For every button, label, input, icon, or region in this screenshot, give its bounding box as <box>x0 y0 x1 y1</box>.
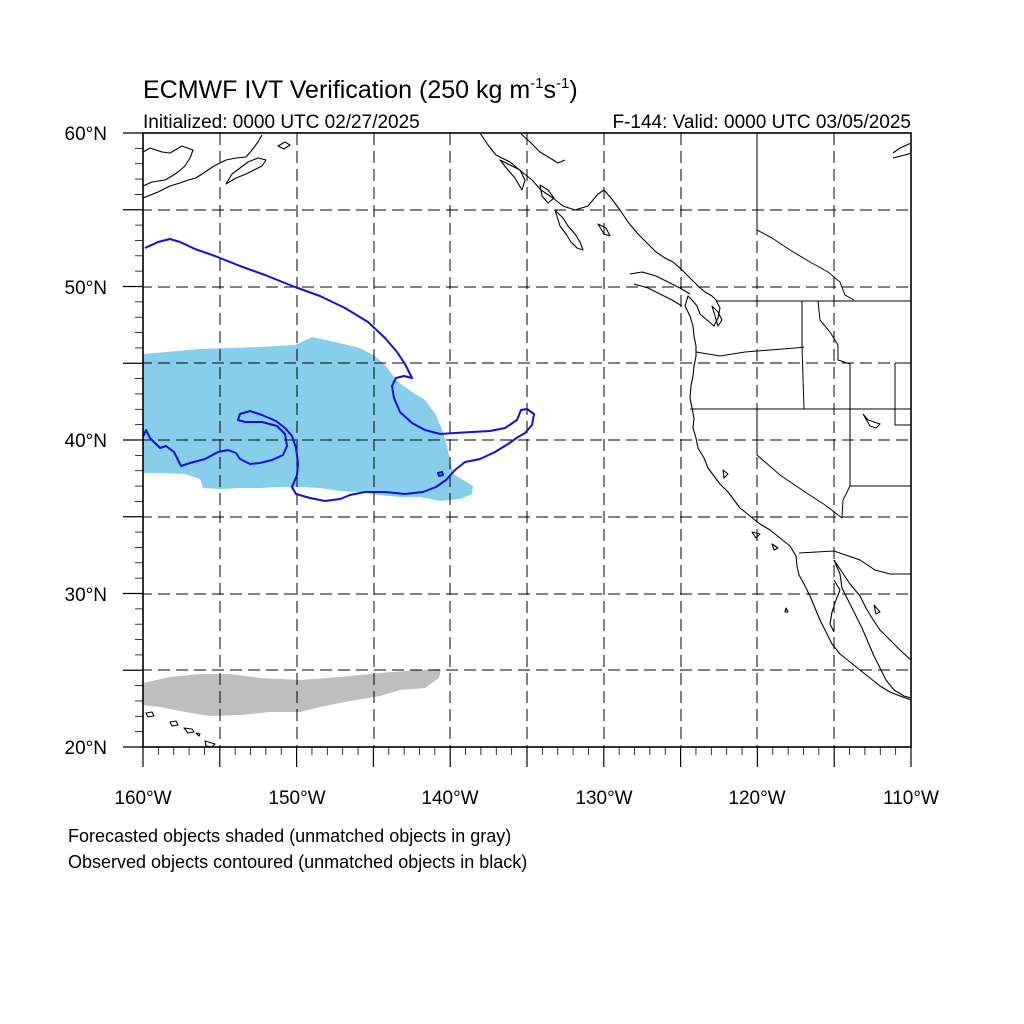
longitude-labels: 160°W 150°W 140°W 130°W 120°W 110°W <box>114 788 939 809</box>
lon-label-140w: 140°W <box>421 788 478 809</box>
observed-object-contour <box>143 238 535 502</box>
lat-label-30: 30°N <box>65 585 107 606</box>
latitude-labels: 60°N 50°N 40°N 30°N 20°N <box>65 124 107 759</box>
axis-ticks <box>123 132 912 767</box>
unmatched-forecast-object <box>143 669 441 716</box>
hawaii-islands <box>145 711 216 747</box>
west-coast <box>603 189 911 701</box>
lon-label-160w: 160°W <box>114 788 171 809</box>
lon-label-150w: 150°W <box>268 788 325 809</box>
political-borders <box>690 133 911 575</box>
matched-forecast-object <box>143 337 473 501</box>
observed-object-small-contour <box>437 471 444 477</box>
forecast-note: Forecasted objects shaded (unmatched obj… <box>68 826 511 846</box>
lon-label-130w: 130°W <box>575 788 632 809</box>
map-title: ECMWF IVT Verification (250 kg m-1s-1) <box>143 75 578 104</box>
lon-label-120w: 120°W <box>728 788 785 809</box>
lat-label-20: 20°N <box>65 738 107 759</box>
observed-note: Observed objects contoured (unmatched ob… <box>68 852 527 872</box>
lat-label-40: 40°N <box>65 431 107 452</box>
lat-label-60: 60°N <box>65 124 107 145</box>
lat-label-50: 50°N <box>65 278 107 299</box>
alaska-coastline <box>143 133 911 251</box>
graticule <box>143 133 911 747</box>
valid-label: F-144: Valid: 0000 UTC 03/05/2025 <box>612 112 911 133</box>
initialized-label: Initialized: 0000 UTC 02/27/2025 <box>143 112 420 133</box>
lon-label-110w: 110°W <box>883 788 939 809</box>
